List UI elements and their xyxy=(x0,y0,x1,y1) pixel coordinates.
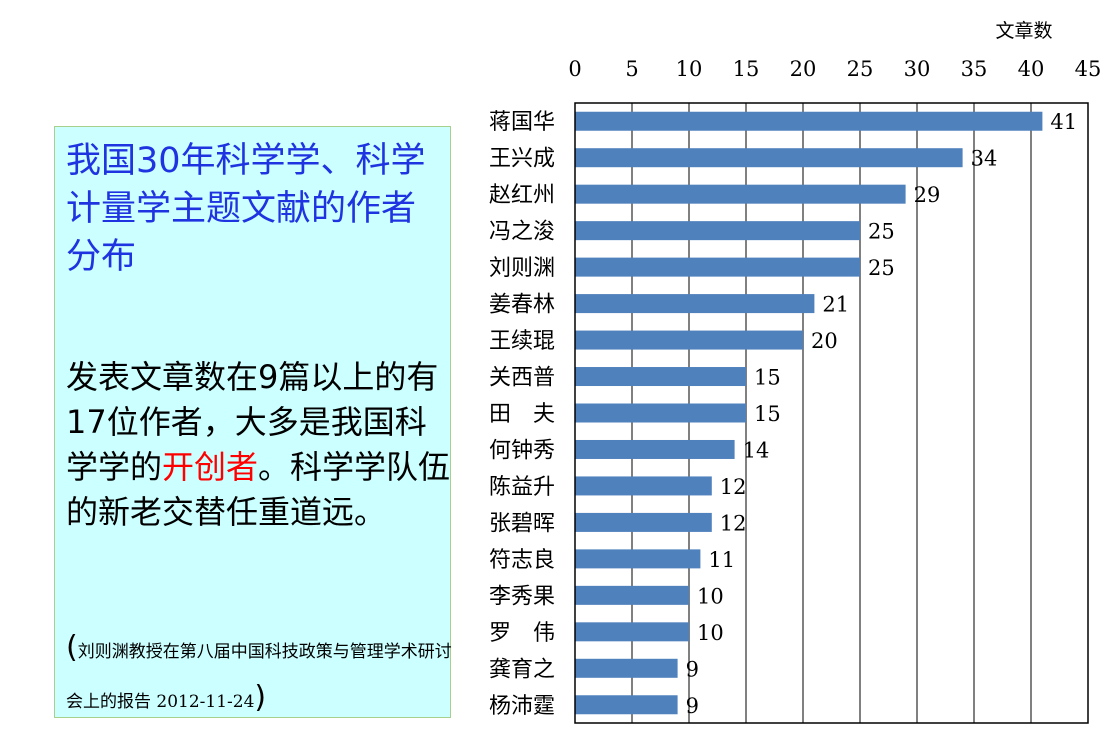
summary-text-start: 发表文章数在9篇以上的有17位作者，大多是我国科学学的 xyxy=(66,358,439,486)
data-label: 14 xyxy=(743,438,770,462)
plot-frame xyxy=(574,102,1089,724)
bar xyxy=(575,294,815,314)
bar xyxy=(575,512,712,532)
data-label: 12 xyxy=(720,511,747,535)
category-label: 王兴成 xyxy=(489,147,555,172)
category-label: 蒋国华 xyxy=(489,110,555,135)
x-tick-label: 45 xyxy=(1075,57,1102,81)
category-label: 罗 伟 xyxy=(489,621,555,646)
data-label: 29 xyxy=(914,183,941,207)
bar xyxy=(575,257,860,277)
data-label: 15 xyxy=(754,402,781,426)
x-tick-label: 40 xyxy=(1018,57,1045,81)
x-tick-label: 25 xyxy=(847,57,874,81)
bar xyxy=(575,403,746,423)
bar xyxy=(575,221,860,241)
bar xyxy=(575,148,963,168)
x-tick-label: 0 xyxy=(568,57,581,81)
bar xyxy=(575,658,678,678)
category-label: 符志良 xyxy=(489,548,555,573)
bar xyxy=(575,549,701,569)
bar xyxy=(575,184,906,204)
x-axis-title: 文章数 xyxy=(995,20,1052,42)
labels: 0 5 10 15 20 25 30 35 40 45 蒋国华 41 王兴成 34 赵红州 29 冯之浚 25 刘则… xyxy=(489,57,1101,719)
slide-title: 我国30年科学学、科学计量学主题文献的作者分布 xyxy=(66,141,426,277)
citation-close-paren: ) xyxy=(254,680,267,715)
citation-open-paren: ( xyxy=(66,630,78,665)
summary-text-end: 。科学学队伍的新老交替任重道远。 xyxy=(66,448,451,531)
bar xyxy=(575,439,735,459)
category-label: 龚育之 xyxy=(489,657,555,682)
category-label: 张碧晖 xyxy=(489,511,555,536)
bar xyxy=(575,330,803,350)
category-label: 杨沛霆 xyxy=(489,694,555,719)
bar xyxy=(575,111,1043,131)
data-label: 34 xyxy=(971,147,998,171)
highlight-pioneers: 开创者 xyxy=(162,448,259,486)
category-label: 田 夫 xyxy=(489,402,555,427)
summary-textbox: 我国30年科学学、科学计量学主题文献的作者分布 发表文章数在9篇以上的有17位作… xyxy=(54,126,452,718)
summary-paragraph: 发表文章数在9篇以上的有17位作者，大多是我国科学学的开创者。科学学队伍的新老交… xyxy=(66,355,456,535)
category-label: 冯之浚 xyxy=(489,220,555,245)
x-tick-label: 10 xyxy=(676,57,703,81)
citation: (刘则渊教授在第八届中国科技政策与管理学术研讨会上的报告 2012-11-24) xyxy=(66,625,456,725)
x-tick-label: 30 xyxy=(904,57,931,81)
data-label: 10 xyxy=(697,621,724,645)
data-label: 12 xyxy=(720,475,747,499)
bar xyxy=(575,695,678,715)
data-label: 21 xyxy=(822,293,849,317)
data-label: 20 xyxy=(811,329,838,353)
data-label: 25 xyxy=(868,220,895,244)
data-label: 10 xyxy=(697,584,724,608)
bar xyxy=(575,622,689,642)
x-tick-label: 15 xyxy=(733,57,760,81)
data-label: 25 xyxy=(868,256,895,280)
x-tick-label: 5 xyxy=(625,57,638,81)
data-label: 11 xyxy=(708,548,735,572)
category-label: 刘则渊 xyxy=(489,256,555,281)
category-label: 王续琨 xyxy=(489,329,555,354)
data-label: 41 xyxy=(1050,110,1077,134)
data-label: 9 xyxy=(686,657,699,681)
x-tick-label: 20 xyxy=(790,57,817,81)
citation-text: 刘则渊教授在第八届中国科技政策与管理学术研讨会上的报告 2012-11-24 xyxy=(66,642,452,712)
data-label: 9 xyxy=(686,694,699,718)
bar xyxy=(575,585,689,605)
category-label: 赵红州 xyxy=(489,183,555,208)
bar xyxy=(575,367,746,387)
data-label: 15 xyxy=(754,366,781,390)
category-label: 姜春林 xyxy=(489,293,555,318)
category-label: 何钟秀 xyxy=(489,438,555,463)
bars xyxy=(575,111,1043,715)
category-label: 关西普 xyxy=(489,366,555,391)
x-tick-label: 35 xyxy=(961,57,988,81)
category-label: 李秀果 xyxy=(489,584,555,609)
bar xyxy=(575,476,712,496)
category-label: 陈益升 xyxy=(489,475,555,500)
